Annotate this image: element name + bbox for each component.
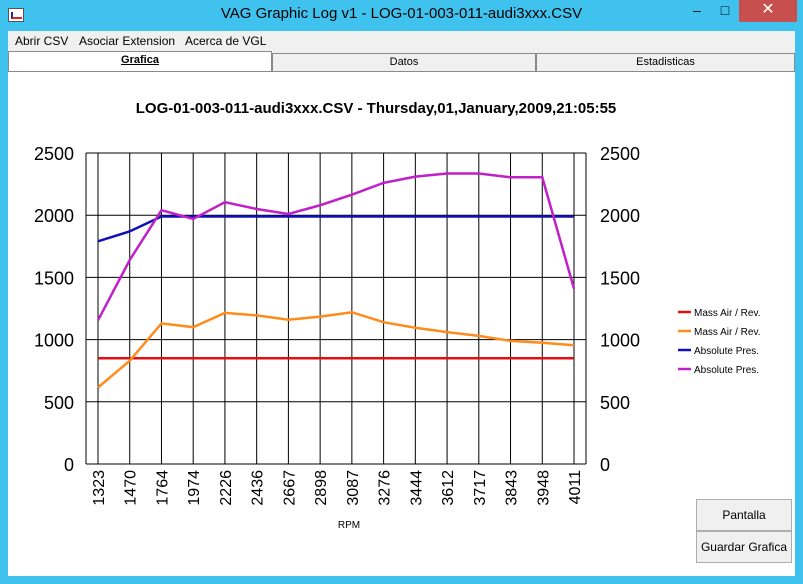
x-tick-label: 2667 <box>281 470 298 506</box>
y-tick-label-left: 0 <box>64 455 74 475</box>
y-tick-label-right: 500 <box>600 393 630 413</box>
tab-datos-label: Datos <box>389 56 419 68</box>
x-tick-label: 3948 <box>535 470 552 506</box>
tab-datos[interactable]: Datos <box>272 53 536 71</box>
tab-panel-grafica: LOG-01-003-011-audi3xxx.CSV - Thursday,0… <box>8 71 795 577</box>
x-tick-label: 1764 <box>154 470 171 506</box>
legend-label-1: Mass Air / Rev. <box>694 308 761 319</box>
save-chart-button[interactable]: Guardar Grafica <box>696 531 792 563</box>
tab-grafica-label: Grafica <box>121 54 159 66</box>
x-axis-label: RPM <box>338 520 360 531</box>
x-tick-label: 3087 <box>345 470 362 506</box>
y-tick-label-left: 500 <box>44 393 74 413</box>
window-title: VAG Graphic Log v1 - LOG-01-003-011-audi… <box>220 5 583 22</box>
series-line-3 <box>97 215 574 243</box>
tab-estadisticas-label: Estadisticas <box>636 56 695 68</box>
y-tick-label-left: 1500 <box>34 268 74 288</box>
series-line-2 <box>97 310 575 389</box>
y-tick-label-left: 2000 <box>34 206 74 226</box>
y-tick-label-right: 2500 <box>600 144 640 164</box>
legend-label-2: Mass Air / Rev. <box>694 327 761 338</box>
menu-bar: Abrir CSV Asociar Extension Acerca de VG… <box>8 31 795 51</box>
x-tick-label: 3612 <box>440 470 457 506</box>
legend-label-4: Absolute Pres. <box>694 365 759 376</box>
line-chart: LOG-01-003-011-audi3xxx.CSV - Thursday,0… <box>34 100 761 531</box>
x-tick-label: 3444 <box>408 470 425 506</box>
menu-abrir-csv[interactable]: Abrir CSV <box>15 34 69 48</box>
y-tick-label-right: 0 <box>600 455 610 475</box>
fullscreen-button[interactable]: Pantalla Completa <box>696 499 792 552</box>
y-tick-label-right: 1000 <box>600 331 640 351</box>
chart-title: LOG-01-003-011-audi3xxx.CSV - Thursday,0… <box>136 100 617 117</box>
title-bar[interactable]: VAG Graphic Log v1 - LOG-01-003-011-audi… <box>0 0 803 31</box>
maximize-button[interactable]: □ <box>720 2 730 18</box>
x-tick-label: 3717 <box>472 470 489 506</box>
x-tick-label: 3276 <box>377 470 394 506</box>
window-bottom-border <box>8 576 795 584</box>
client-area: Abrir CSV Asociar Extension Acerca de VG… <box>8 31 795 577</box>
y-tick-label-left: 1000 <box>34 331 74 351</box>
x-tick-label: 4011 <box>567 470 584 505</box>
series-line-4 <box>96 172 576 321</box>
x-tick-label: 2898 <box>313 470 330 506</box>
x-tick-label: 2436 <box>250 470 267 506</box>
x-tick-label: 2226 <box>218 470 235 506</box>
app-icon[interactable] <box>8 8 24 22</box>
x-tick-label: 1974 <box>186 470 203 506</box>
y-tick-label-right: 1500 <box>600 268 640 288</box>
x-tick-label: 1323 <box>91 470 108 506</box>
tab-estadisticas[interactable]: Estadisticas <box>536 53 795 71</box>
menu-asociar-extension[interactable]: Asociar Extension <box>79 34 176 48</box>
x-tick-label: 3843 <box>504 470 521 506</box>
y-tick-label-left: 2500 <box>34 144 74 164</box>
y-tick-label-right: 2000 <box>600 206 640 226</box>
x-tick-label: 1470 <box>123 470 140 506</box>
close-button[interactable]: ✕ <box>739 0 797 22</box>
legend-label-3: Absolute Pres. <box>694 346 759 357</box>
tab-grafica[interactable]: Grafica <box>8 51 272 72</box>
minimize-button[interactable]: – <box>693 2 701 18</box>
menu-acerca-de[interactable]: Acerca de VGL <box>185 34 267 48</box>
